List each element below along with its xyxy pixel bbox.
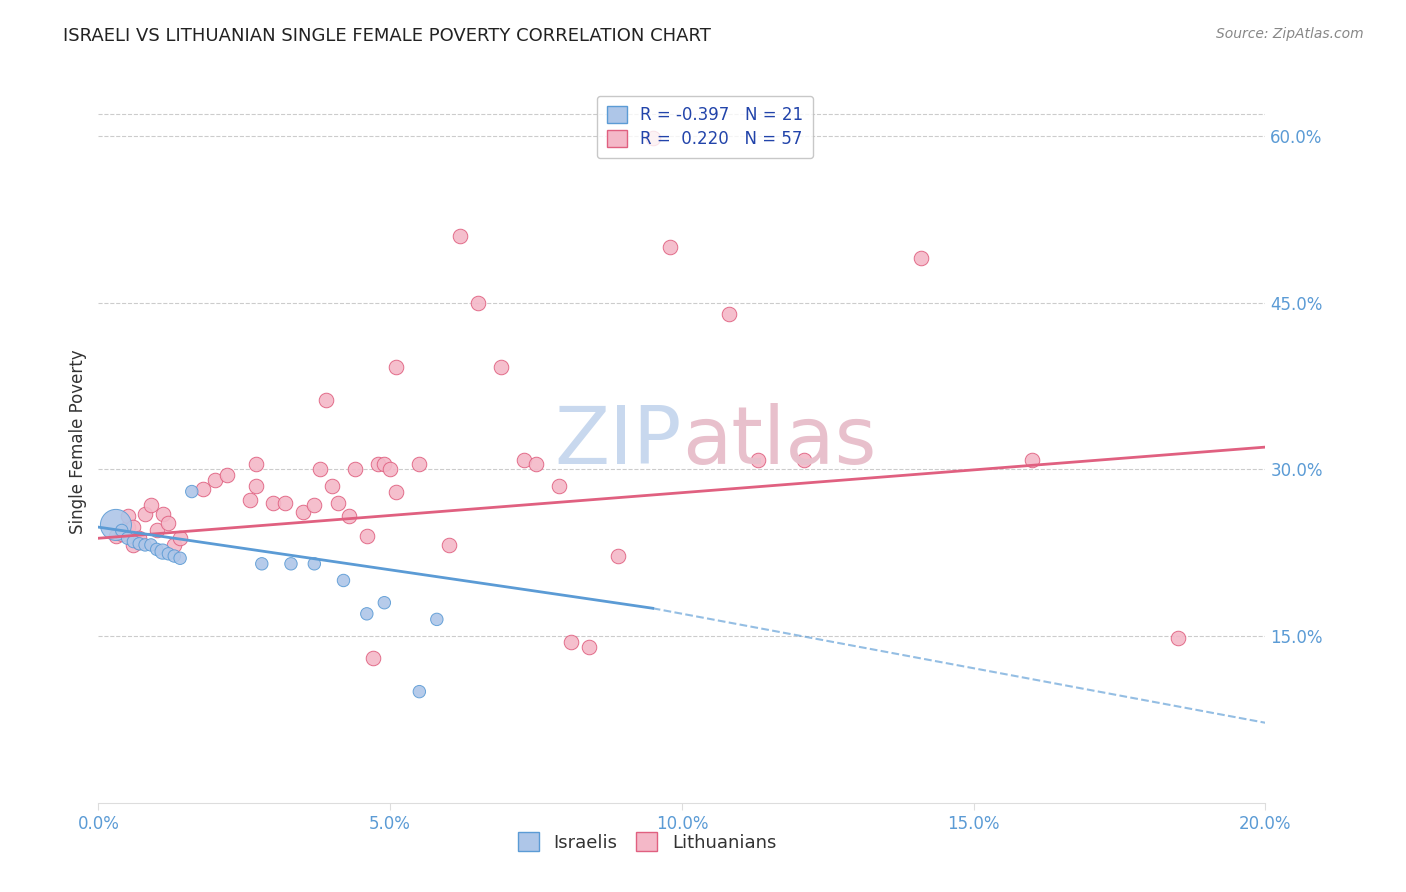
Point (128, 534, 150, 549)
Point (467, 295, 489, 310)
Point (111, 526, 134, 541)
Point (560, 634, 582, 648)
Point (332, 574, 354, 588)
Point (134, 538, 156, 552)
Point (910, 251, 932, 265)
Point (262, 496, 284, 510)
Point (304, 557, 326, 571)
Point (291, 505, 314, 519)
Point (146, 542, 169, 557)
Point (163, 549, 186, 563)
Text: ISRAELI VS LITHUANIAN SINGLE FEMALE POVERTY CORRELATION CHART: ISRAELI VS LITHUANIAN SINGLE FEMALE POVE… (63, 27, 711, 45)
Point (408, 684, 430, 698)
Point (641, 131, 664, 145)
Text: atlas: atlas (682, 402, 876, 481)
Point (321, 479, 343, 493)
Point (361, 651, 384, 665)
Point (380, 462, 402, 476)
Point (128, 537, 150, 551)
Point (152, 544, 174, 558)
Point (449, 228, 471, 243)
Point (250, 557, 273, 571)
Point (122, 538, 145, 552)
Point (367, 457, 389, 471)
Point (122, 534, 145, 549)
Point (117, 508, 139, 523)
Point (104, 517, 127, 532)
Point (104, 529, 127, 543)
Point (659, 240, 682, 254)
Point (373, 457, 395, 471)
Point (606, 549, 628, 563)
Point (169, 531, 191, 545)
Point (117, 531, 139, 545)
Point (548, 479, 571, 493)
Point (747, 453, 769, 467)
Point (356, 607, 378, 621)
Text: ZIP: ZIP (554, 402, 682, 481)
Point (426, 612, 449, 626)
Point (239, 493, 262, 508)
Point (304, 498, 326, 512)
Point (139, 538, 162, 552)
Point (578, 640, 600, 655)
Point (117, 520, 139, 534)
Point (215, 467, 238, 482)
Point (513, 453, 536, 467)
Point (524, 457, 547, 471)
Point (169, 551, 191, 566)
Point (204, 474, 226, 488)
Legend: Israelis, Lithuanians: Israelis, Lithuanians (510, 825, 783, 859)
Point (385, 484, 408, 499)
Point (139, 498, 162, 512)
Point (111, 524, 134, 538)
Point (245, 457, 267, 471)
Point (385, 360, 408, 375)
Point (1021, 453, 1043, 467)
Point (122, 520, 145, 534)
Point (134, 507, 156, 521)
Point (163, 538, 186, 552)
Point (180, 484, 202, 499)
Text: Source: ZipAtlas.com: Source: ZipAtlas.com (1216, 27, 1364, 41)
Point (193, 483, 215, 497)
Point (373, 596, 395, 610)
Point (245, 479, 267, 493)
Point (717, 307, 740, 321)
Point (408, 457, 430, 471)
Y-axis label: Single Female Poverty: Single Female Poverty (69, 350, 87, 533)
Point (128, 531, 150, 545)
Point (157, 547, 180, 561)
Point (437, 538, 460, 552)
Point (337, 508, 360, 523)
Point (326, 496, 349, 510)
Point (146, 524, 169, 538)
Point (280, 557, 302, 571)
Point (157, 516, 180, 530)
Point (793, 453, 815, 467)
Point (344, 462, 367, 476)
Point (309, 462, 332, 476)
Point (356, 529, 378, 543)
Point (489, 360, 512, 375)
Point (1167, 632, 1189, 646)
Point (274, 496, 297, 510)
Point (152, 507, 174, 521)
Point (315, 393, 337, 408)
